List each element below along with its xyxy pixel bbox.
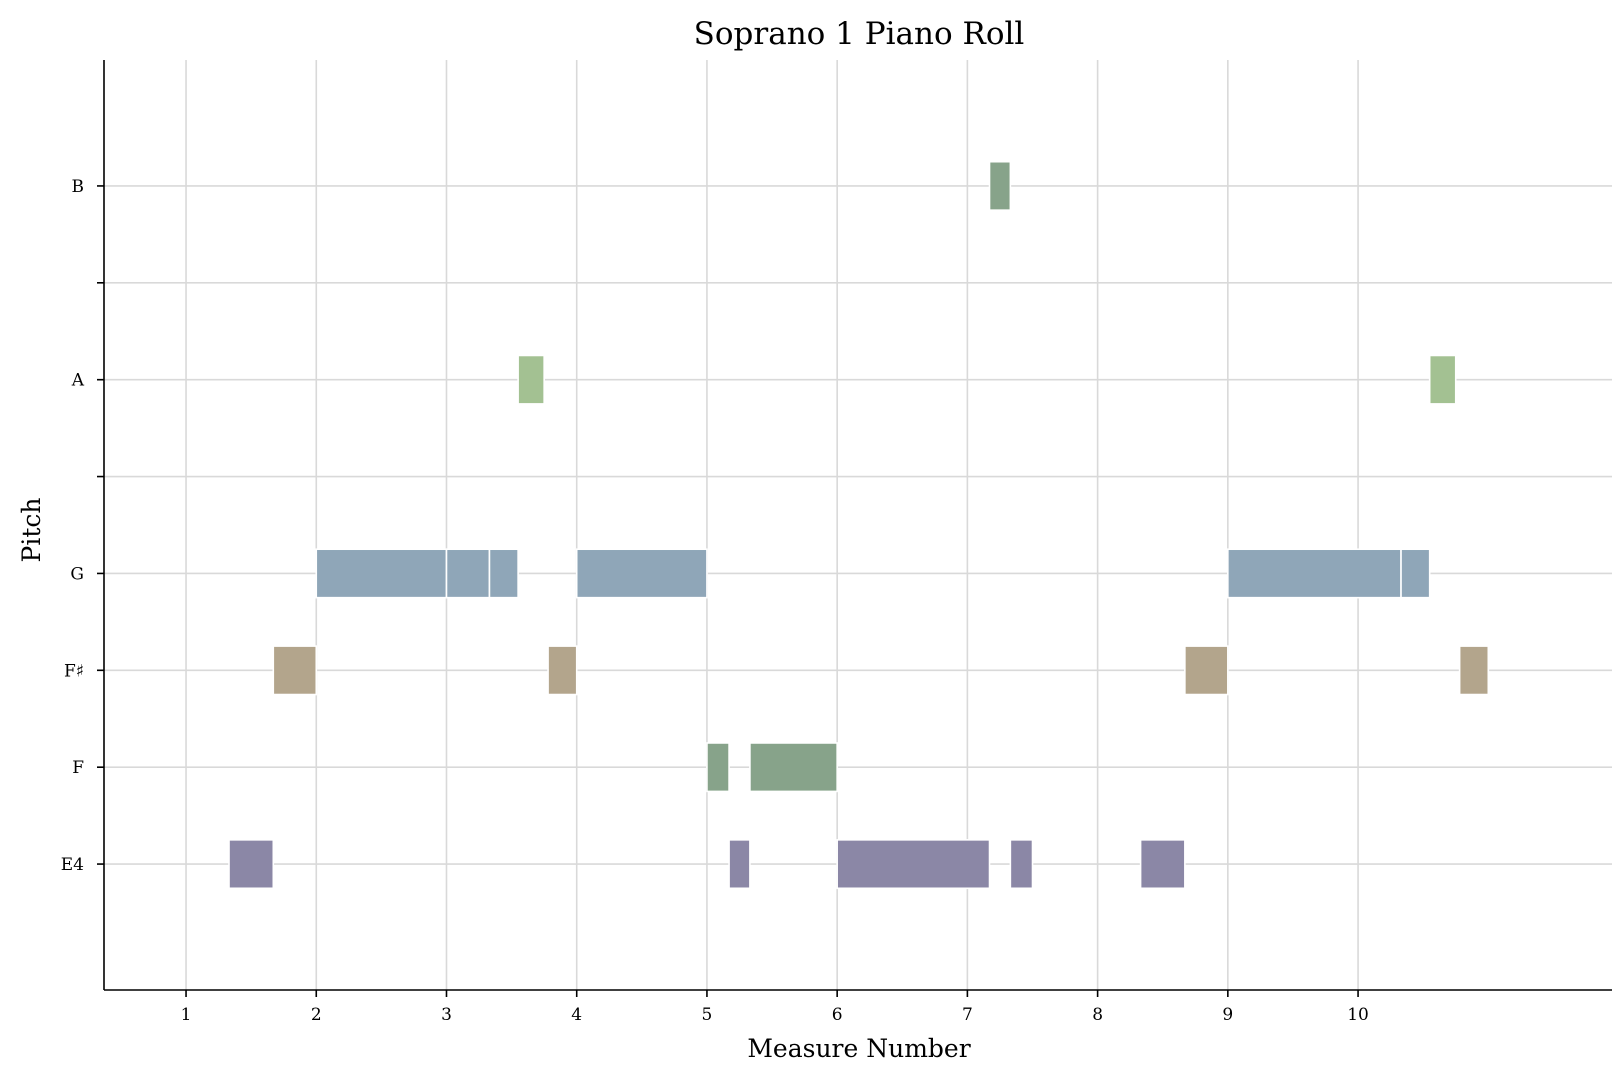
y-tick-label: F (72, 758, 84, 778)
notes (228, 160, 1490, 890)
y-tick-label: G (70, 564, 84, 584)
note-bar (836, 839, 991, 890)
note-bar (575, 548, 708, 599)
x-tick-label: 8 (1092, 1005, 1103, 1025)
x-tick-label: 4 (571, 1005, 582, 1025)
note-bar (1009, 839, 1034, 890)
y-tick-label: B (72, 177, 85, 197)
note-bar (517, 354, 545, 405)
x-axis-label: Measure Number (747, 1034, 970, 1063)
note-bar (988, 160, 1012, 211)
note-bar (749, 742, 838, 793)
x-tick-label: 7 (962, 1005, 973, 1025)
x-tick-label: 1 (181, 1005, 192, 1025)
note-bar (1139, 839, 1186, 890)
axes: 1 2 3 4 5 6 7 8 9 10 E4 F F♯ G A B (61, 60, 1612, 1025)
note-bar (706, 742, 730, 793)
y-axis-label: Pitch (17, 498, 46, 563)
x-tick-label: 9 (1222, 1005, 1233, 1025)
x-tick-label: 6 (832, 1005, 843, 1025)
note-bar (547, 645, 578, 696)
x-tick-label: 3 (441, 1005, 452, 1025)
note-bar (728, 839, 751, 890)
x-tick-label: 10 (1347, 1005, 1369, 1025)
note-bar (1458, 645, 1490, 696)
y-tick-label: A (71, 371, 85, 391)
note-bar (315, 548, 448, 599)
note-bar (272, 645, 318, 696)
note-bar (488, 548, 519, 599)
x-tick-label: 5 (702, 1005, 713, 1025)
note-bar (1184, 645, 1229, 696)
note-bar (228, 839, 275, 890)
y-tick-label: E4 (61, 855, 84, 875)
note-bar (1400, 548, 1431, 599)
y-tick-label: F♯ (64, 661, 84, 681)
x-tick-label: 2 (311, 1005, 322, 1025)
note-bar (445, 548, 491, 599)
note-bar (1227, 548, 1402, 599)
note-bar (1428, 354, 1457, 405)
chart-title: Soprano 1 Piano Roll (694, 16, 1025, 52)
